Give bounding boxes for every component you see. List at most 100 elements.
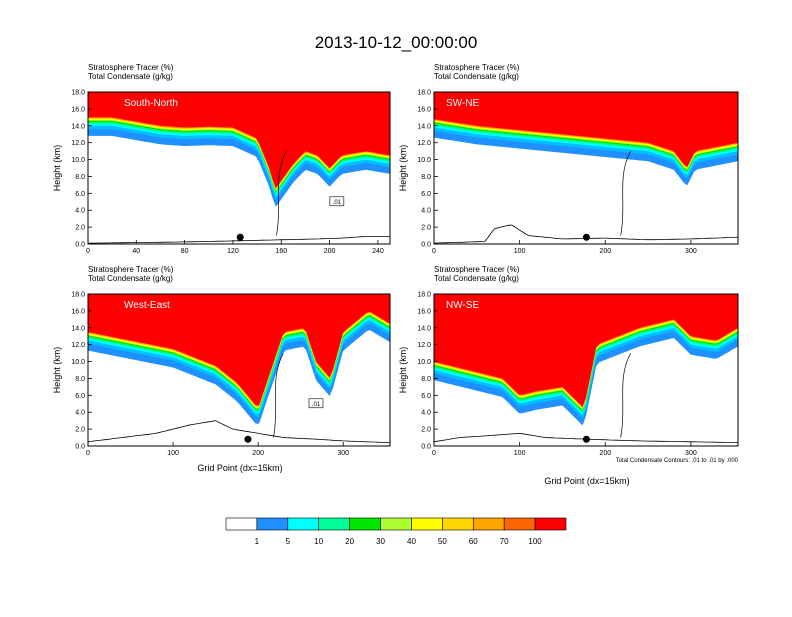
nw-se-xtick-label: 300	[685, 450, 697, 457]
south-north-frame	[87, 91, 391, 245]
south-north-xtick-label: 240	[372, 248, 384, 255]
colorbar: 1 5 10 20 30 40 50 60 70 100	[225, 517, 567, 546]
sw-ne-condensate-contour	[620, 150, 631, 236]
west-east-frame	[87, 293, 391, 447]
nw-se-ytick-label: 18.0	[417, 292, 431, 299]
west-east-ytick-label: 16.0	[71, 308, 85, 315]
south-north-xtick-label: 40	[132, 248, 140, 255]
west-east-ytick-label: 12.0	[71, 342, 85, 349]
south-north-xtick-label: 120	[227, 248, 239, 255]
page-title: 2013-10-12_00:00:00	[315, 33, 478, 52]
colorbar-label: 30	[376, 537, 385, 546]
nw-se-ytick-label: 10.0	[417, 359, 431, 366]
nw-se-ytick-label: 0.0	[421, 444, 431, 451]
west-east-subtitle-condensate: Total Condensate (g/kg)	[88, 274, 173, 283]
south-north-xtick-label: 80	[181, 248, 189, 255]
west-east-tracer-field	[88, 294, 390, 443]
nw-se-ytick-label: 14.0	[417, 325, 431, 332]
sw-ne-ylabel: Height (km)	[398, 145, 408, 192]
south-north-ytick-label: 14.0	[71, 123, 85, 130]
south-north-ylabel: Height (km)	[52, 145, 62, 192]
colorbar-label: 40	[407, 537, 416, 546]
west-east-ylabel: Height (km)	[52, 347, 62, 394]
west-east-storm-center-marker	[244, 435, 252, 443]
colorbar-label: 5	[286, 537, 291, 546]
nw-se-xtick-label: 0	[432, 450, 436, 457]
west-east-ytick-label: 0.0	[75, 444, 85, 451]
west-east-contour-label-box	[308, 398, 324, 409]
west-east-ytick-label: 2.0	[75, 427, 85, 434]
sw-ne-panel: 0.0 2.0 4.0 6.0 8.0 10.0 12.0 14.0 16.0 18.0 0 100 2…	[398, 63, 739, 255]
west-east-xtick-label: 0	[86, 450, 90, 457]
south-north-ytick-label: 12.0	[71, 140, 85, 147]
south-north-condensate-contour	[276, 150, 287, 236]
south-north-band-11	[88, 92, 390, 189]
west-east-contour-label: .01	[312, 402, 321, 408]
sw-ne-ytick-label: 0.0	[421, 242, 431, 249]
south-north-ytick-label: 6.0	[75, 191, 85, 198]
south-north-terrain-line	[88, 236, 390, 244]
nw-se-condensate-contour	[620, 352, 631, 438]
sw-ne-ytick-label: 2.0	[421, 225, 431, 232]
nw-se-ytick-label: 8.0	[421, 376, 431, 383]
west-east-ytick-label: 18.0	[71, 292, 85, 299]
colorbar-swatch	[349, 517, 381, 531]
sw-ne-ytick-label: 12.0	[417, 140, 431, 147]
sw-ne-ytick-label: 8.0	[421, 174, 431, 181]
nw-se-storm-center-marker	[582, 435, 590, 443]
west-east-band-11	[88, 294, 390, 406]
south-north-storm-center-marker	[236, 233, 244, 241]
nw-se-subtitle-condensate: Total Condensate (g/kg)	[434, 274, 519, 283]
colorbar-label: 10	[314, 537, 323, 546]
sw-ne-ytick-label: 10.0	[417, 157, 431, 164]
south-north-ytick-label: 8.0	[75, 174, 85, 181]
south-north-ytick-label: 2.0	[75, 225, 85, 232]
south-north-ytick-label: 16.0	[71, 106, 85, 113]
south-north-panel: 0.0 2.0 4.0 6.0 8.0 10.0 12.0 14.0 16.0 18.0 0 40 80…	[52, 63, 391, 255]
colorbar-label: 1	[255, 537, 260, 546]
west-east-ytick-label: 10.0	[71, 359, 85, 366]
south-north-cross-section-label: South-North	[124, 98, 178, 109]
nw-se-xtick-label: 200	[599, 450, 611, 457]
colorbar-swatch	[256, 517, 289, 531]
colorbar-swatch	[411, 517, 443, 531]
south-north-xtick-label: 0	[86, 248, 90, 255]
west-east-condensate-contour	[273, 352, 284, 438]
nw-se-band-11	[434, 294, 738, 407]
footnote: Total Condensate Contours: .01 to .01 by…	[616, 458, 739, 464]
south-north-tracer-field	[88, 92, 390, 244]
west-east-xlabel: Grid Point (dx=15km)	[197, 463, 282, 473]
colorbar-swatch	[380, 517, 412, 531]
sw-ne-subtitle-condensate: Total Condensate (g/kg)	[434, 72, 519, 81]
colorbar-label: 100	[528, 537, 542, 546]
south-north-xtick-label: 200	[324, 248, 336, 255]
sw-ne-ytick-label: 6.0	[421, 191, 431, 198]
colorbar-label: 50	[438, 537, 447, 546]
colorbar-swatch	[287, 517, 320, 531]
nw-se-frame	[433, 293, 739, 447]
sw-ne-ytick-label: 4.0	[421, 208, 431, 215]
south-north-xtick-label: 160	[275, 248, 287, 255]
colorbar-label: 70	[500, 537, 509, 546]
sw-ne-xtick-label: 200	[599, 248, 611, 255]
west-east-subtitle-tracer: Stratosphere Tracer (%)	[88, 265, 174, 274]
nw-se-ylabel: Height (km)	[398, 347, 408, 394]
colorbar-swatch	[225, 517, 258, 531]
sw-ne-ytick-label: 16.0	[417, 106, 431, 113]
nw-se-ytick-label: 4.0	[421, 410, 431, 417]
colorbar-label: 20	[345, 537, 354, 546]
colorbar-swatch	[472, 517, 505, 531]
west-east-panel: 0.0 2.0 4.0 6.0 8.0 10.0 12.0 14.0 16.0 18.0 0 100 2…	[52, 265, 391, 457]
sw-ne-subtitle-tracer: Stratosphere Tracer (%)	[434, 63, 520, 72]
colorbar-swatch	[503, 517, 536, 531]
sw-ne-xtick-label: 100	[514, 248, 526, 255]
west-east-xtick-label: 100	[167, 450, 179, 457]
south-north-subtitle-tracer: Stratosphere Tracer (%)	[88, 63, 174, 72]
nw-se-ytick-label: 2.0	[421, 427, 431, 434]
nw-se-ytick-label: 6.0	[421, 393, 431, 400]
sw-ne-storm-center-marker	[582, 233, 590, 241]
south-north-ytick-label: 10.0	[71, 157, 85, 164]
nw-se-tracer-field	[434, 294, 738, 443]
west-east-cross-section-label: West-East	[124, 300, 170, 311]
colorbar-swatch	[442, 517, 474, 531]
